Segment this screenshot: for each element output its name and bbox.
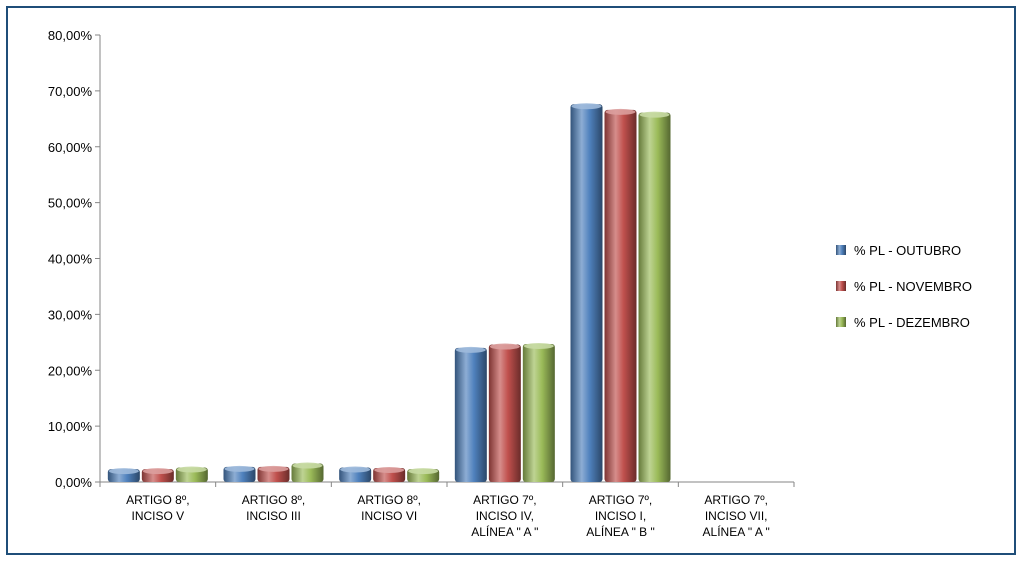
y-tick-label: 80,00% — [48, 28, 93, 43]
y-tick-label: 60,00% — [48, 140, 93, 155]
bar-cap — [408, 468, 439, 475]
bar — [522, 343, 555, 482]
y-tick-label: 10,00% — [48, 419, 93, 434]
legend-swatch — [836, 317, 846, 327]
bar-cap — [108, 468, 139, 475]
bar-cap — [571, 103, 602, 110]
x-tick-label: INCISO VI — [361, 509, 417, 523]
legend-label: % PL - DEZEMBRO — [854, 315, 970, 330]
legend-label: % PL - NOVEMBRO — [854, 279, 972, 294]
bar-cap — [224, 465, 255, 472]
x-tick-label: ALÍNEA " A " — [471, 524, 538, 539]
bar — [570, 104, 603, 482]
x-tick-label: INCISO IV, — [476, 509, 534, 523]
bar-cap — [374, 467, 405, 474]
bar — [454, 347, 487, 482]
legend-label: % PL - OUTUBRO — [854, 243, 961, 258]
x-tick-label: INCISO VII, — [705, 509, 768, 523]
bar-cap — [176, 466, 207, 473]
bar — [488, 344, 521, 482]
bar — [604, 109, 637, 482]
y-tick-label: 40,00% — [48, 252, 93, 267]
bar-cap — [523, 342, 554, 349]
x-tick-label: INCISO V — [131, 509, 184, 523]
y-tick-label: 50,00% — [48, 196, 93, 211]
bar-cap — [142, 468, 173, 475]
bar-cap — [489, 343, 520, 350]
bar-cap — [292, 462, 323, 469]
bar-cap — [605, 108, 636, 115]
x-tick-label: ARTIGO 7º, — [704, 493, 768, 507]
bar-cap — [258, 465, 289, 472]
bar-chart: 0,00% 10,00% 20,00% 30,00% 40,00% 50,00% 60,00… — [48, 28, 972, 539]
y-tick-label: 20,00% — [48, 363, 93, 378]
bar-cap — [455, 346, 486, 353]
x-tick-label: ARTIGO 8º, — [126, 493, 190, 507]
legend-swatch — [836, 281, 846, 291]
chart-frame: 0,00% 10,00% 20,00% 30,00% 40,00% 50,00% 60,00… — [6, 6, 1016, 555]
y-tick-label: 0,00% — [55, 475, 92, 490]
x-tick-label: ARTIGO 8º, — [357, 493, 421, 507]
x-tick-label: ALÍNEA " A " — [703, 524, 770, 539]
bar — [638, 112, 671, 482]
x-tick-label: ARTIGO 7º, — [589, 493, 653, 507]
legend-swatch — [836, 245, 846, 255]
y-tick-label: 70,00% — [48, 84, 93, 99]
bar-cap — [340, 466, 371, 473]
x-tick-label: ARTIGO 7º, — [473, 493, 537, 507]
x-tick-label: ARTIGO 8º, — [242, 493, 306, 507]
x-tick-label: ALÍNEA " B " — [586, 524, 655, 539]
bar — [291, 463, 324, 482]
y-tick-label: 30,00% — [48, 307, 93, 322]
x-tick-label: INCISO III — [246, 509, 301, 523]
bar-cap — [639, 111, 670, 118]
x-tick-label: INCISO I, — [595, 509, 646, 523]
